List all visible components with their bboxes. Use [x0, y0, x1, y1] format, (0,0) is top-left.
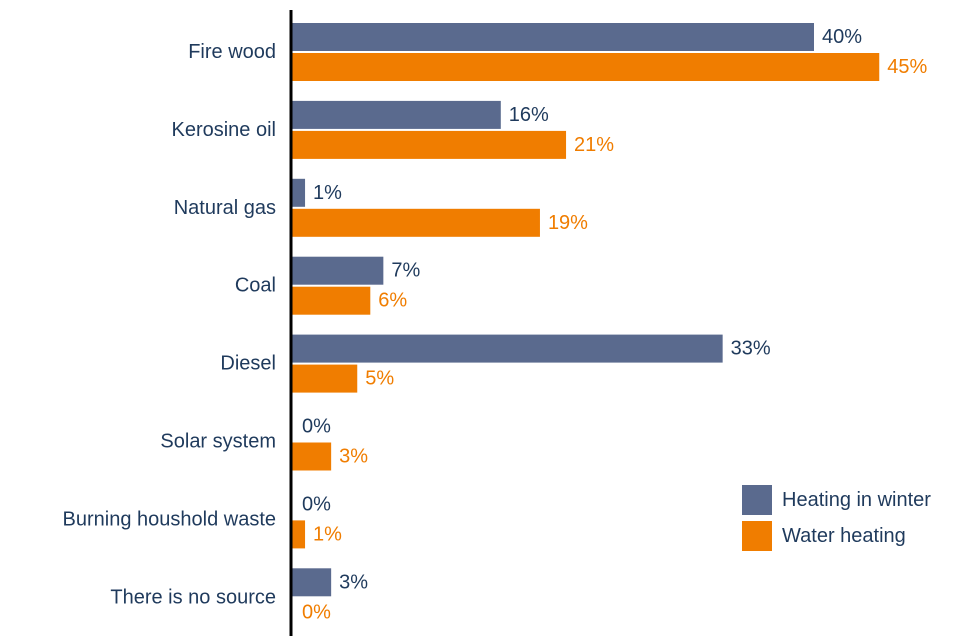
value-labels: 40% 45% 16% 21% 1% 19% 7% 6% 33% 5% 0% 3% 0% 1% 3% 0%: [302, 26, 927, 623]
value-label-water-heating-fire-wood: 45%: [887, 56, 927, 78]
category-label-there-is-no-source: There is no source: [110, 586, 276, 608]
value-label-water-heating-there-is-no-source: 0%: [302, 601, 331, 623]
bars-group: [292, 23, 880, 597]
value-label-water-heating-kerosine-oil: 21%: [574, 134, 614, 156]
value-label-water-heating-diesel: 5%: [365, 368, 394, 390]
value-label-water-heating-solar-system: 3%: [339, 446, 368, 468]
category-labels: Fire wood Kerosine oil Natural gas Coal Dies…: [63, 41, 276, 608]
value-label-heating-in-winter-burning-houshold-waste: 0%: [302, 493, 331, 515]
category-label-fire-wood: Fire wood: [188, 41, 276, 63]
bar-heating-in-winter-kerosine-oil: [292, 100, 501, 129]
legend-label-heating-in-winter: Heating in winter: [782, 489, 931, 511]
value-label-water-heating-natural-gas: 19%: [548, 212, 588, 234]
value-label-water-heating-coal: 6%: [378, 290, 407, 312]
value-label-heating-in-winter-fire-wood: 40%: [822, 26, 862, 48]
bar-water-heating-diesel: [292, 364, 358, 393]
value-label-heating-in-winter-solar-system: 0%: [302, 416, 331, 438]
legend-swatch-water-heating: [742, 521, 772, 551]
bar-water-heating-solar-system: [292, 442, 332, 471]
legend: Heating in winter Water heating: [742, 485, 931, 551]
bar-water-heating-coal: [292, 286, 371, 315]
category-label-coal: Coal: [235, 275, 276, 297]
legend-swatch-heating-in-winter: [742, 485, 772, 515]
bar-water-heating-burning-houshold-waste: [292, 520, 306, 549]
value-label-heating-in-winter-coal: 7%: [391, 260, 420, 282]
category-label-diesel: Diesel: [220, 353, 276, 375]
value-label-heating-in-winter-diesel: 33%: [731, 338, 771, 360]
bar-heating-in-winter-coal: [292, 256, 384, 285]
value-label-heating-in-winter-kerosine-oil: 16%: [509, 104, 549, 126]
value-label-heating-in-winter-natural-gas: 1%: [313, 182, 342, 204]
category-label-solar-system: Solar system: [160, 431, 276, 453]
category-label-burning-houshold-waste: Burning houshold waste: [63, 508, 276, 530]
bar-heating-in-winter-fire-wood: [292, 23, 814, 51]
category-label-kerosine-oil: Kerosine oil: [171, 119, 276, 141]
category-label-natural-gas: Natural gas: [174, 197, 276, 219]
bar-heating-in-winter-natural-gas: [292, 178, 306, 207]
bar-water-heating-natural-gas: [292, 208, 540, 237]
bar-water-heating-fire-wood: [292, 53, 880, 81]
bar-water-heating-kerosine-oil: [292, 130, 567, 159]
value-label-water-heating-burning-houshold-waste: 1%: [313, 523, 342, 545]
value-label-heating-in-winter-there-is-no-source: 3%: [339, 571, 368, 593]
legend-label-water-heating: Water heating: [782, 525, 906, 547]
bar-heating-in-winter-diesel: [292, 334, 723, 363]
bar-heating-in-winter-there-is-no-source: [292, 568, 332, 597]
